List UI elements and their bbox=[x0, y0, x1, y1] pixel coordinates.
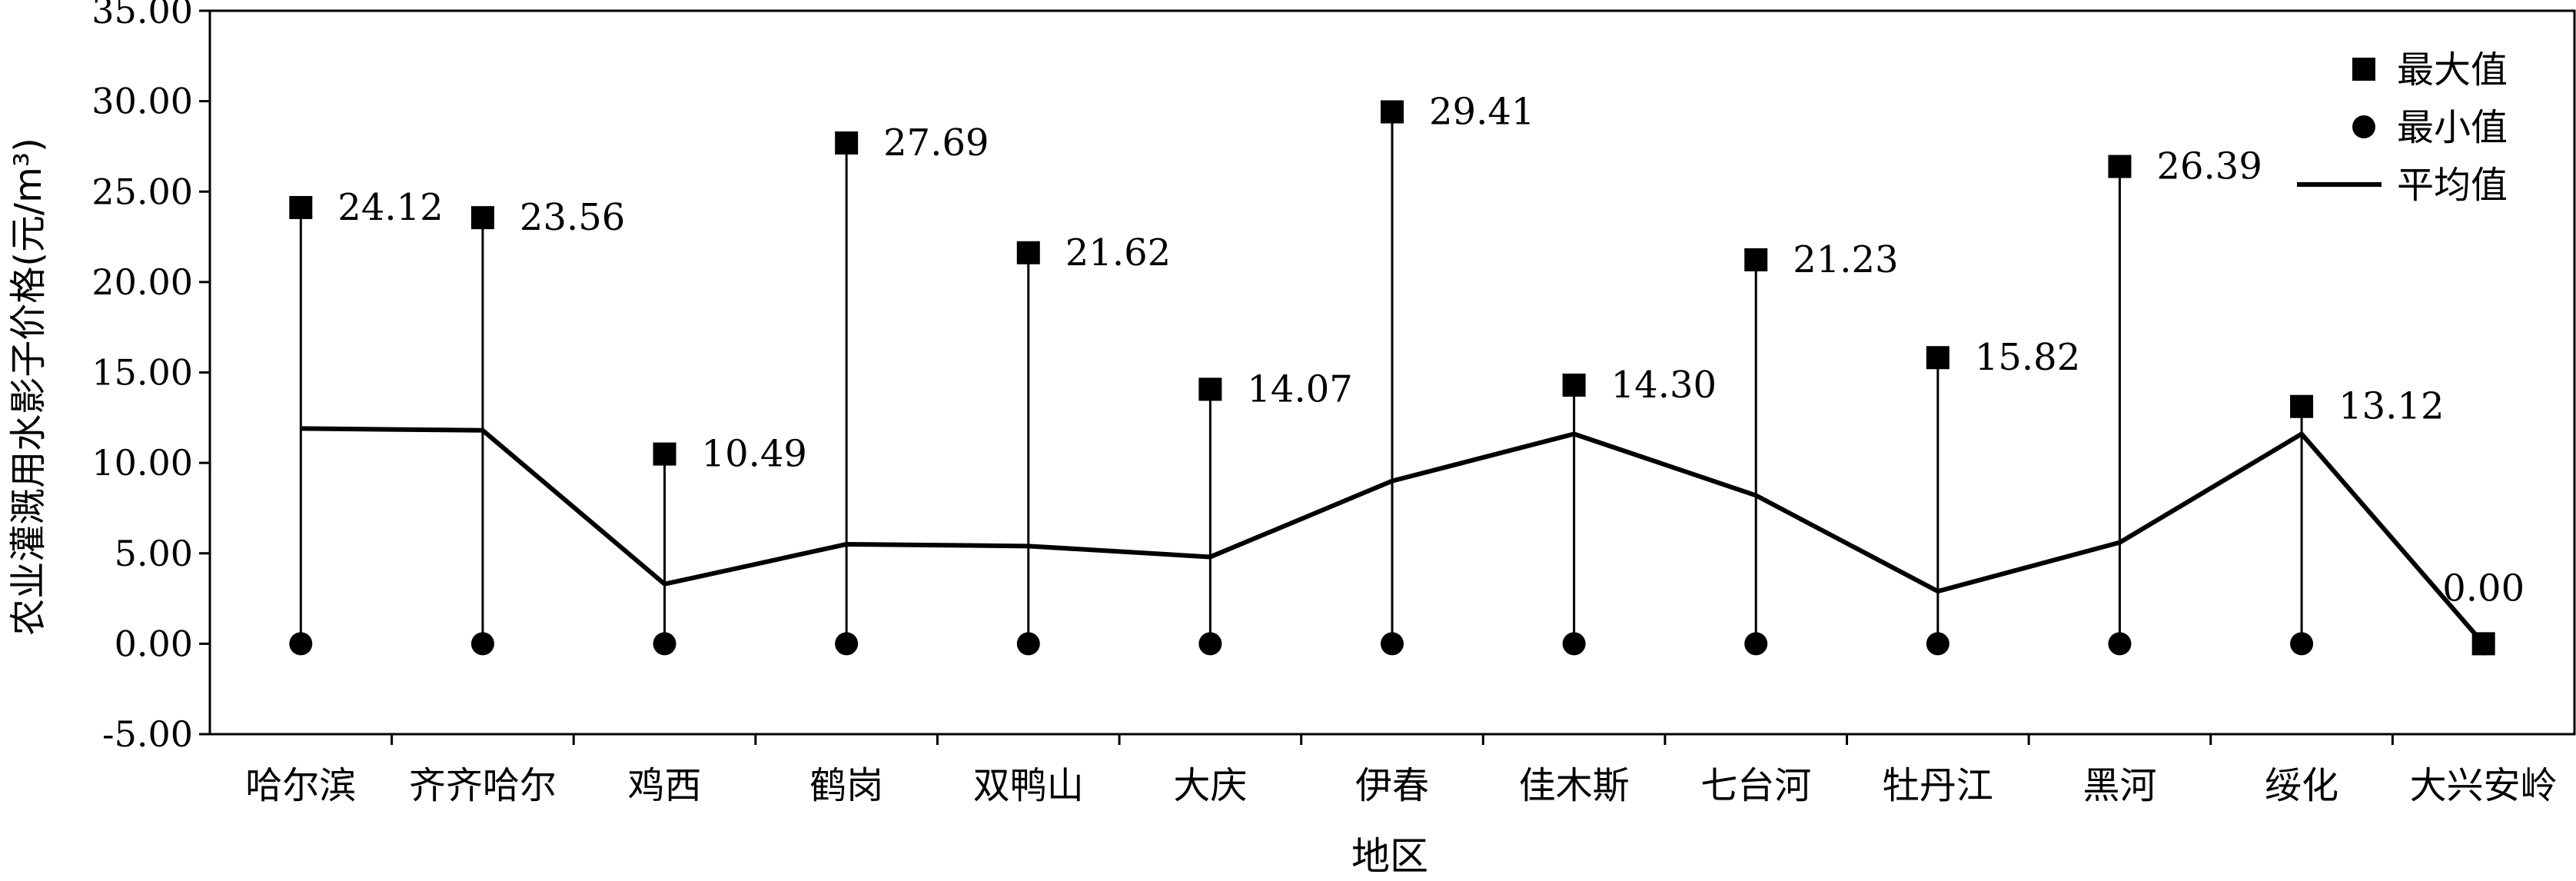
y-tick-label: 20.00 bbox=[91, 261, 193, 303]
x-tick-label: 鸡西 bbox=[628, 764, 702, 807]
max-data-label: 0.00 bbox=[2442, 567, 2524, 610]
max-data-label: 21.62 bbox=[1065, 231, 1171, 274]
range-stems bbox=[299, 111, 2303, 644]
x-tick-label: 佳木斯 bbox=[1519, 764, 1630, 807]
max-data-label: 21.23 bbox=[1793, 238, 1898, 281]
y-tick-label: 10.00 bbox=[91, 442, 193, 484]
max-data-label: 14.30 bbox=[1611, 364, 1717, 407]
min-marker bbox=[1926, 632, 1949, 656]
x-tick-label: 大庆 bbox=[1173, 764, 1247, 807]
x-axis: 哈尔滨 齐齐哈尔 鸡西 鹤岗 双鸭山 大庆 伊春 佳木斯 七台河 牡丹江 黑河 绥化 大兴安岭 bbox=[245, 734, 2558, 807]
data-labels: 24.12 23.56 10.49 27.69 21.62 14.07 29.41 14.30… bbox=[337, 91, 2524, 610]
max-series bbox=[289, 100, 2495, 656]
legend-label: 最大值 bbox=[2397, 48, 2508, 91]
x-tick-label: 七台河 bbox=[1700, 764, 1811, 807]
y-tick-label: 30.00 bbox=[91, 81, 193, 122]
x-tick-label: 哈尔滨 bbox=[245, 764, 356, 807]
max-data-label: 14.07 bbox=[1247, 367, 1352, 411]
max-marker bbox=[653, 442, 676, 466]
min-marker bbox=[2290, 632, 2314, 656]
max-marker bbox=[1381, 100, 1404, 124]
max-data-label: 27.69 bbox=[883, 121, 989, 165]
max-data-label: 26.39 bbox=[2156, 145, 2262, 188]
x-tick-label: 双鸭山 bbox=[973, 764, 1084, 807]
max-marker bbox=[470, 206, 494, 230]
legend-circle-marker bbox=[2352, 115, 2375, 138]
x-axis-title: 地区 bbox=[1351, 834, 1428, 879]
legend-label: 最小值 bbox=[2397, 106, 2508, 149]
x-tick-label: 大兴安岭 bbox=[2410, 764, 2558, 807]
max-marker bbox=[1562, 373, 1586, 397]
y-tick-label: -5.00 bbox=[102, 713, 193, 755]
min-series bbox=[289, 632, 2495, 656]
min-marker bbox=[1016, 632, 1040, 656]
min-marker bbox=[1744, 632, 1768, 656]
x-tick-label: 绥化 bbox=[2265, 764, 2338, 807]
min-marker bbox=[1381, 632, 1404, 656]
average-line bbox=[301, 426, 2485, 646]
max-marker bbox=[2471, 632, 2495, 656]
max-marker bbox=[1016, 241, 1040, 264]
legend-square-marker bbox=[2352, 58, 2375, 81]
max-marker bbox=[289, 195, 313, 219]
y-axis: -5.00 0.00 5.00 10.00 15.00 20.00 25.00 30.00 35… bbox=[91, 0, 210, 755]
y-axis-title: 农业灌溉用水影子价格(元/m³) bbox=[7, 138, 50, 636]
min-marker bbox=[470, 632, 494, 656]
y-tick-label: 15.00 bbox=[91, 352, 193, 394]
legend-label: 平均值 bbox=[2397, 164, 2508, 207]
max-marker bbox=[2290, 394, 2314, 418]
min-marker bbox=[835, 632, 859, 656]
max-marker bbox=[2108, 155, 2132, 178]
x-tick-label: 伊春 bbox=[1355, 764, 1429, 807]
x-tick-label: 鹤岗 bbox=[809, 764, 883, 807]
max-data-label: 24.12 bbox=[337, 186, 443, 229]
min-marker bbox=[1562, 632, 1586, 656]
max-marker bbox=[835, 131, 859, 155]
max-data-label: 23.56 bbox=[520, 196, 625, 239]
max-data-label: 29.41 bbox=[1429, 91, 1534, 134]
min-marker bbox=[653, 632, 676, 656]
max-marker bbox=[1926, 346, 1949, 370]
y-tick-label: 25.00 bbox=[91, 171, 193, 212]
min-marker bbox=[1198, 632, 1222, 656]
max-data-label: 13.12 bbox=[2338, 385, 2444, 428]
y-tick-label: 35.00 bbox=[91, 0, 193, 32]
x-tick-label: 齐齐哈尔 bbox=[409, 764, 557, 807]
x-tick-label: 牡丹江 bbox=[1883, 764, 1993, 807]
max-data-label: 10.49 bbox=[702, 433, 807, 476]
max-data-label: 15.82 bbox=[1975, 336, 2080, 379]
y-tick-label: 5.00 bbox=[115, 533, 193, 574]
max-marker bbox=[1744, 248, 1768, 271]
y-tick-label: 0.00 bbox=[115, 623, 193, 664]
max-marker bbox=[1198, 377, 1222, 401]
min-marker bbox=[289, 632, 313, 656]
average-series bbox=[301, 426, 2485, 646]
min-marker bbox=[2108, 632, 2132, 656]
x-tick-label: 黑河 bbox=[2082, 764, 2156, 807]
